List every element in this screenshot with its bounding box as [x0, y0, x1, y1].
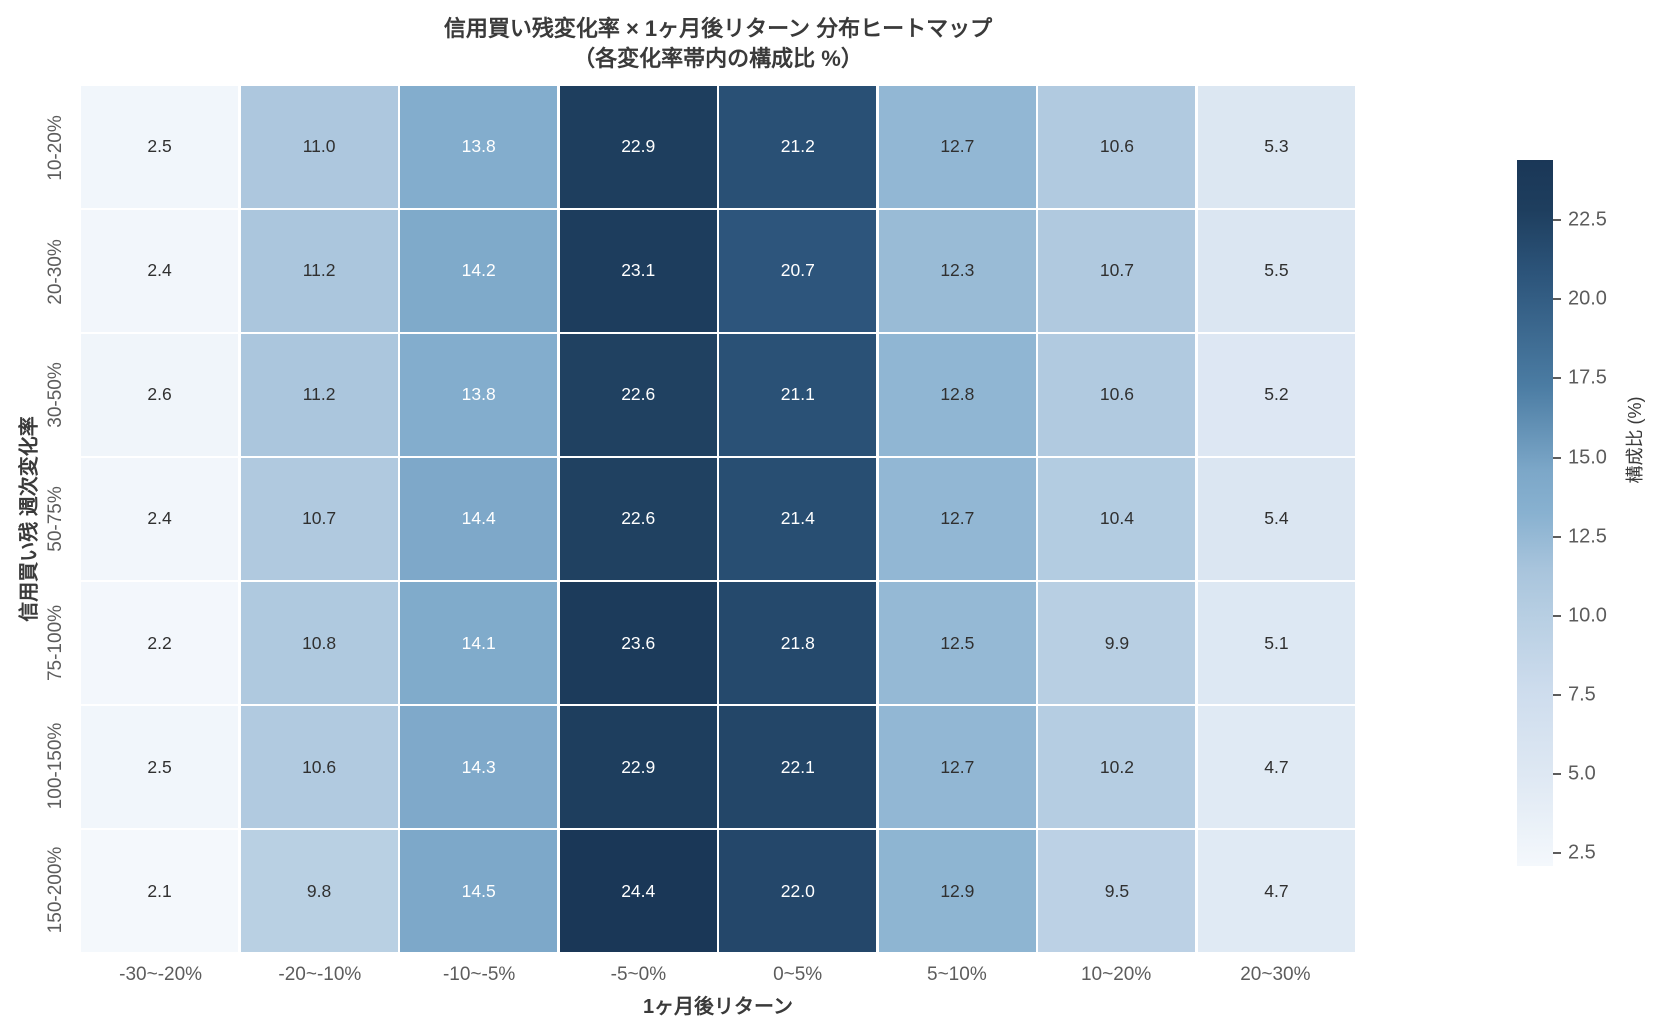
colorbar-tick-mark [1553, 694, 1561, 697]
y-tick-label: 75-100% [45, 604, 66, 681]
heatmap-cell: 2.5 [81, 706, 239, 828]
heatmap-cell: 10.6 [1038, 86, 1196, 208]
x-tick-label: 5~10% [927, 964, 987, 985]
heatmap-cell: 2.1 [81, 830, 239, 952]
chart-title-line1: 信用買い残変化率 × 1ヶ月後リターン 分布ヒートマップ [443, 16, 993, 41]
x-tick-label: -30~-20% [119, 964, 203, 985]
y-axis-title: 信用買い残 週次変化率 [18, 416, 41, 622]
heatmap-cell: 10.6 [240, 706, 398, 828]
colorbar-tick-label: 17.5 [1568, 366, 1607, 389]
y-tick-label: 50-75% [45, 486, 66, 552]
heatmap-cell: 5.4 [1197, 458, 1355, 580]
heatmap-cell: 12.7 [878, 706, 1036, 828]
x-axis-title: 1ヶ月後リターン [642, 996, 794, 1018]
heatmap-cell: 21.2 [719, 86, 877, 208]
heatmap-cell: 22.9 [559, 86, 717, 208]
colorbar-tick-mark [1553, 614, 1561, 617]
colorbar-tick-label: 7.5 [1568, 683, 1596, 706]
heatmap-cell: 9.5 [1038, 830, 1196, 952]
heatmap-cell: 5.5 [1197, 210, 1355, 332]
heatmap-cell: 9.9 [1038, 582, 1196, 704]
heatmap-cell: 5.1 [1197, 582, 1355, 704]
colorbar-tick-mark [1553, 377, 1561, 380]
colorbar-tick-label: 22.5 [1568, 208, 1607, 231]
heatmap-cell: 13.8 [400, 334, 558, 456]
heatmap-cell: 12.7 [878, 86, 1036, 208]
y-tick-label: 10-20% [45, 115, 66, 181]
heatmap-cell: 4.7 [1197, 830, 1355, 952]
heatmap-cell: 14.5 [400, 830, 558, 952]
heatmap-cell: 20.7 [719, 210, 877, 332]
heatmap-cell: 10.7 [240, 458, 398, 580]
y-tick-label: 20-30% [45, 238, 66, 305]
x-tick-label: -20~-10% [278, 964, 362, 985]
heatmap-cell: 22.1 [719, 706, 877, 828]
heatmap-cell: 23.1 [559, 210, 717, 332]
heatmap-cell: 23.6 [559, 582, 717, 704]
colorbar-tick-mark [1553, 219, 1561, 222]
heatmap-cell: 11.0 [240, 86, 398, 208]
colorbar-gradient [1517, 160, 1553, 866]
heatmap-cell: 12.9 [878, 830, 1036, 952]
heatmap-cell: 21.1 [719, 334, 877, 456]
colorbar-tick-mark [1553, 773, 1561, 776]
heatmap-cell: 11.2 [240, 334, 398, 456]
colorbar-tick-mark [1553, 535, 1561, 538]
heatmap-cell: 2.5 [81, 86, 239, 208]
y-tick-label: 30-50% [45, 362, 66, 429]
heatmap-cell: 13.8 [400, 86, 558, 208]
heatmap-cell: 2.2 [81, 582, 239, 704]
heatmap-cell: 12.5 [878, 582, 1036, 704]
heatmap-cell: 11.2 [240, 210, 398, 332]
heatmap-cell: 10.7 [1038, 210, 1196, 332]
heatmap-cell: 10.8 [240, 582, 398, 704]
heatmap-cell: 14.2 [400, 210, 558, 332]
colorbar-title: 構成比 (%) [1625, 396, 1645, 484]
y-tick-label: 100-150% [45, 723, 66, 810]
colorbar-tick-label: 12.5 [1568, 525, 1607, 548]
heatmap-cell: 22.6 [559, 334, 717, 456]
heatmap-cell: 2.4 [81, 210, 239, 332]
heatmap-grid: 2.5 11.0 13.8 22.9 21.2 12.7 10.6 5.3 2.4 11.2 14.… [81, 86, 1355, 952]
heatmap-cell: 21.8 [719, 582, 877, 704]
heatmap-cell: 12.7 [878, 458, 1036, 580]
colorbar-tick-mark [1553, 852, 1561, 855]
x-tick-label: 20~30% [1240, 964, 1311, 985]
heatmap-cell: 10.4 [1038, 458, 1196, 580]
colorbar-tick-mark [1553, 456, 1561, 459]
colorbar-tick-label: 5.0 [1568, 762, 1596, 785]
heatmap-cell: 21.4 [719, 458, 877, 580]
heatmap-cell: 22.9 [559, 706, 717, 828]
colorbar-tick-mark [1553, 298, 1561, 301]
heatmap-cell: 14.3 [400, 706, 558, 828]
heatmap-cell: 12.3 [878, 210, 1036, 332]
heatmap-cell: 22.6 [559, 458, 717, 580]
y-tick-label: 150-200% [45, 846, 66, 934]
colorbar-tick-label: 15.0 [1568, 446, 1607, 469]
heatmap-cell: 5.2 [1197, 334, 1355, 456]
colorbar-tick-label: 10.0 [1568, 604, 1607, 627]
chart-title: 信用買い残変化率 × 1ヶ月後リターン 分布ヒートマップ （各変化率帯内の構成比… [81, 14, 1355, 74]
heatmap-cell: 12.8 [878, 334, 1036, 456]
heatmap-cell: 24.4 [559, 830, 717, 952]
heatmap-cell: 4.7 [1197, 706, 1355, 828]
chart-title-line2: （各変化率帯内の構成比 %） [573, 46, 863, 71]
heatmap-cell: 10.6 [1038, 334, 1196, 456]
heatmap-cell: 22.0 [719, 830, 877, 952]
x-tick-label: -10~-5% [442, 964, 516, 985]
colorbar-tick-label: 20.0 [1568, 287, 1607, 310]
x-tick-label: 0~5% [773, 964, 823, 985]
heatmap-cell: 14.1 [400, 582, 558, 704]
heatmap-cell: 2.4 [81, 458, 239, 580]
heatmap-cell: 14.4 [400, 458, 558, 580]
colorbar-tick-label: 2.5 [1568, 841, 1596, 864]
x-tick-label: -5~0% [610, 964, 667, 985]
x-tick-label: 10~20% [1080, 964, 1152, 985]
heatmap-cell: 9.8 [240, 830, 398, 952]
heatmap-cell: 5.3 [1197, 86, 1355, 208]
heatmap-cell: 10.2 [1038, 706, 1196, 828]
heatmap-cell: 2.6 [81, 334, 239, 456]
